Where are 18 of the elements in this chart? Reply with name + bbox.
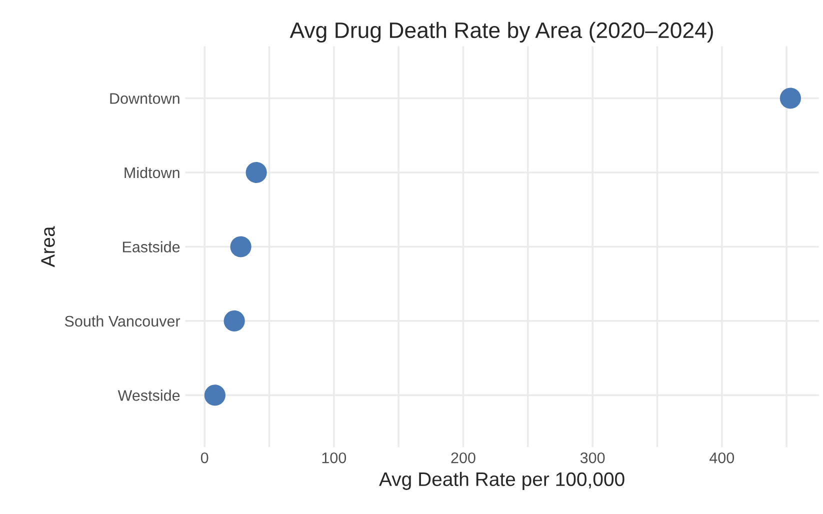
point: [230, 236, 252, 258]
x-tick-label: 300: [580, 452, 605, 464]
x-tick-label: 100: [322, 452, 346, 464]
point: [780, 88, 801, 109]
x-tick-label: 400: [709, 452, 734, 464]
point: [204, 384, 226, 406]
y-tick-label: Eastside: [122, 241, 180, 252]
y-tick-label: Midtown: [124, 166, 180, 178]
x-axis-title: Avg Death Rate per 100,000: [379, 472, 624, 490]
point: [246, 162, 267, 184]
y-tick-label: Westside: [118, 390, 180, 401]
chart-title: Avg Drug Death Rate by Area (2020–2024): [290, 22, 713, 43]
y-tick-label: Downtown: [110, 93, 180, 104]
y-axis-title: Area: [41, 226, 55, 268]
x-tick-label: 200: [451, 452, 476, 464]
point: [224, 310, 245, 332]
y-tick-label: South Vancouver: [64, 315, 180, 327]
x-tick-label: 0: [200, 452, 208, 464]
